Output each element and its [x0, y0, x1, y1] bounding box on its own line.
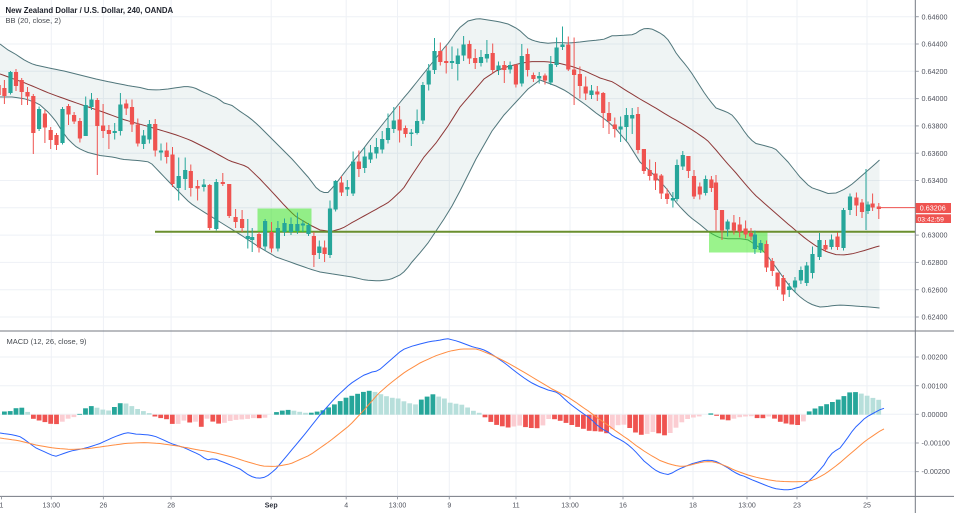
svg-text:-0.00100: -0.00100 — [922, 439, 950, 448]
svg-text:MACD (12, 26, close, 9): MACD (12, 26, close, 9) — [7, 337, 88, 346]
svg-text:9: 9 — [447, 503, 451, 510]
svg-text:0.00000: 0.00000 — [922, 410, 948, 419]
svg-text:16: 16 — [619, 503, 627, 510]
svg-text:11: 11 — [512, 503, 519, 510]
svg-text:0.64600: 0.64600 — [922, 12, 948, 21]
svg-text:0.63206: 0.63206 — [920, 204, 946, 213]
svg-text:13:00: 13:00 — [738, 503, 756, 510]
svg-text:0.00100: 0.00100 — [922, 381, 948, 390]
svg-text:0.63600: 0.63600 — [922, 149, 948, 158]
svg-text:0.00200: 0.00200 — [922, 353, 948, 362]
svg-text:0.64200: 0.64200 — [922, 67, 948, 76]
svg-text:Sep: Sep — [265, 503, 278, 510]
svg-text:New Zealand Dollar / U.S. Doll: New Zealand Dollar / U.S. Dollar, 240, O… — [6, 6, 174, 15]
svg-text:4: 4 — [344, 503, 348, 510]
svg-text:0.63800: 0.63800 — [922, 122, 948, 131]
svg-text:13:00: 13:00 — [43, 503, 61, 510]
svg-text:-0.00200: -0.00200 — [922, 467, 950, 476]
svg-text:0.62400: 0.62400 — [922, 313, 948, 322]
svg-text:BB (20, close, 2): BB (20, close, 2) — [6, 16, 62, 25]
svg-text:0.64000: 0.64000 — [922, 94, 948, 103]
svg-text:28: 28 — [167, 503, 175, 510]
svg-text:23: 23 — [793, 503, 801, 510]
svg-text:0.63400: 0.63400 — [922, 176, 948, 185]
svg-text:18: 18 — [689, 503, 697, 510]
svg-text:03:42:59: 03:42:59 — [918, 216, 945, 223]
svg-text:1: 1 — [0, 503, 4, 510]
svg-text:0.62600: 0.62600 — [922, 285, 948, 294]
svg-text:26: 26 — [100, 503, 108, 510]
svg-text:0.64400: 0.64400 — [922, 40, 948, 49]
svg-text:13:00: 13:00 — [389, 503, 407, 510]
svg-text:0.62800: 0.62800 — [922, 258, 948, 267]
svg-text:13:00: 13:00 — [561, 503, 579, 510]
svg-text:25: 25 — [863, 503, 871, 510]
svg-text:0.63000: 0.63000 — [922, 231, 948, 240]
